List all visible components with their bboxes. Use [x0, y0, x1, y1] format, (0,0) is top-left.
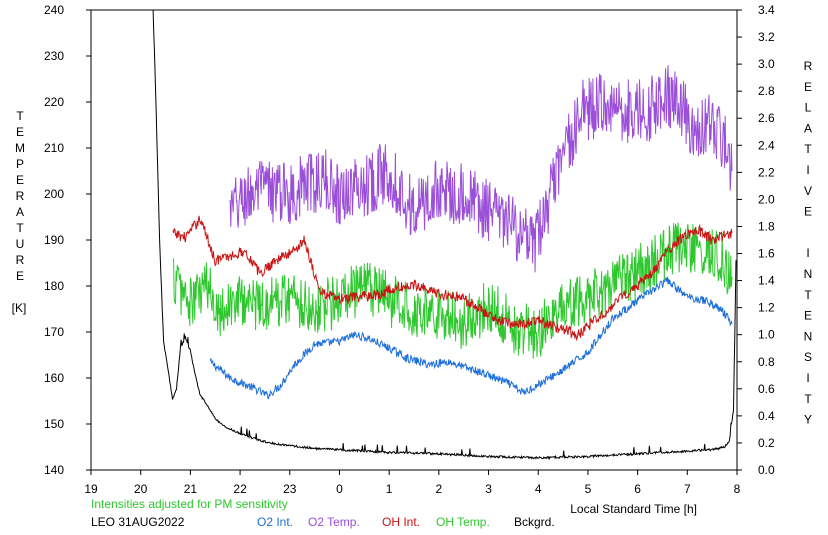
left-tick-label: 140: [44, 463, 64, 477]
sensitivity-note: Intensities adjusted for PM sensitivity: [91, 497, 288, 511]
plot-frame: [90, 9, 738, 471]
right-tick-label: 3.4: [758, 3, 775, 17]
left-tick-label: 240: [44, 3, 64, 17]
left-axis-letter: R: [16, 253, 25, 267]
x-tick-label: 23: [283, 482, 297, 496]
right-axis-letter: T: [804, 142, 812, 156]
left-axis-letter: E: [16, 173, 24, 187]
left-axis-letter: U: [16, 237, 25, 251]
right-tick-label: 0.2: [758, 436, 775, 450]
right-axis-letter: T: [804, 288, 812, 302]
series-oh-int-line: [172, 215, 733, 342]
right-tick-label: 0.8: [758, 355, 775, 369]
right-tick-label: 2.6: [758, 111, 775, 125]
left-axis-letter: R: [16, 189, 25, 203]
right-axis-letter: Y: [804, 413, 812, 427]
left-axis-letter: P: [16, 157, 24, 171]
left-tick-label: 230: [44, 49, 64, 63]
right-tick-label: 0.6: [758, 382, 775, 396]
left-tick-label: 220: [44, 95, 64, 109]
x-axis-label: Local Standard Time [h]: [570, 502, 697, 516]
right-axis-letter: A: [804, 121, 812, 135]
right-tick-label: 1.8: [758, 219, 775, 233]
right-axis-letter: S: [804, 350, 812, 364]
x-tick-label: 6: [634, 482, 641, 496]
left-tick-label: 190: [44, 233, 64, 247]
x-tick-label: 20: [134, 482, 148, 496]
left-axis-ticks: 140 150 160 170 180 190 200 210 220 230 240: [44, 3, 91, 477]
x-tick-label: 3: [485, 482, 492, 496]
right-axis-letter: I: [806, 371, 809, 385]
right-tick-label: 1.2: [758, 301, 775, 315]
right-tick-label: 2.0: [758, 192, 775, 206]
series-o2-temp-line: [229, 65, 733, 273]
right-axis-letter: T: [804, 392, 812, 406]
left-axis-letter: M: [15, 141, 25, 155]
series-oh-temp-line: [172, 222, 733, 359]
right-tick-label: 1.4: [758, 274, 775, 288]
legend-bckgrd: Bckgrd.: [514, 515, 555, 529]
left-tick-label: 200: [44, 187, 64, 201]
x-tick-label: 22: [233, 482, 247, 496]
right-tick-label: 2.8: [758, 84, 775, 98]
legend-o2-temp: O2 Temp.: [308, 515, 360, 529]
series-o2-int-line: [209, 276, 733, 399]
x-tick-label: 7: [684, 482, 691, 496]
x-tick-label: 8: [734, 482, 741, 496]
left-axis-letter: T: [16, 221, 24, 235]
right-axis-letter: I: [806, 246, 809, 260]
left-axis-letter: E: [16, 269, 24, 283]
right-axis-letter: E: [804, 205, 812, 219]
left-tick-label: 160: [44, 371, 64, 385]
right-tick-label: 1.6: [758, 247, 775, 261]
right-tick-label: 2.2: [758, 165, 775, 179]
right-axis-letter: N: [804, 329, 813, 343]
x-tick-label: 21: [184, 482, 198, 496]
right-axis-letter: N: [804, 267, 813, 281]
right-axis-letter: I: [806, 163, 809, 177]
x-tick-label: 4: [535, 482, 542, 496]
series-bckgrd-line: [152, 9, 737, 461]
right-tick-label: 3.2: [758, 30, 775, 44]
x-tick-label: 19: [84, 482, 98, 496]
left-axis-letter: T: [16, 109, 24, 123]
legend-o2-int: O2 Int.: [257, 515, 293, 529]
x-axis-ticks: 19 20 21 22 23 0 1 2 3 4 5 6 7 8: [84, 470, 741, 496]
right-axis-letter: E: [804, 80, 812, 94]
left-tick-label: 150: [44, 417, 64, 431]
x-tick-label: 1: [386, 482, 393, 496]
legend-oh-int: OH Int.: [382, 515, 420, 529]
left-tick-label: 210: [44, 141, 64, 155]
x-tick-label: 2: [436, 482, 443, 496]
left-axis-unit: [K]: [12, 301, 27, 315]
right-axis-letter: V: [804, 184, 812, 198]
station-date: LEO 31AUG2022: [91, 515, 185, 529]
right-tick-label: 1.0: [758, 328, 775, 342]
legend-oh-temp: OH Temp.: [436, 515, 490, 529]
right-axis-letter: L: [805, 101, 812, 115]
left-axis-letter: E: [16, 125, 24, 139]
left-tick-label: 180: [44, 279, 64, 293]
right-tick-label: 2.4: [758, 138, 775, 152]
x-tick-label: 5: [585, 482, 592, 496]
right-tick-label: 3.0: [758, 57, 775, 71]
left-tick-label: 170: [44, 325, 64, 339]
right-tick-label: 0.0: [758, 463, 775, 477]
right-axis-ticks: 0.0 0.2 0.4 0.6 0.8 1.0 1.2 1.4 1.6 1.8 2.0 2.2 2.4 2…: [737, 3, 775, 477]
x-tick-label: 0: [336, 482, 343, 496]
right-axis-letter: R: [804, 59, 813, 73]
left-axis-letter: A: [16, 205, 24, 219]
right-tick-label: 0.4: [758, 409, 775, 423]
right-axis-letter: E: [804, 309, 812, 323]
series-layer: [152, 9, 737, 461]
